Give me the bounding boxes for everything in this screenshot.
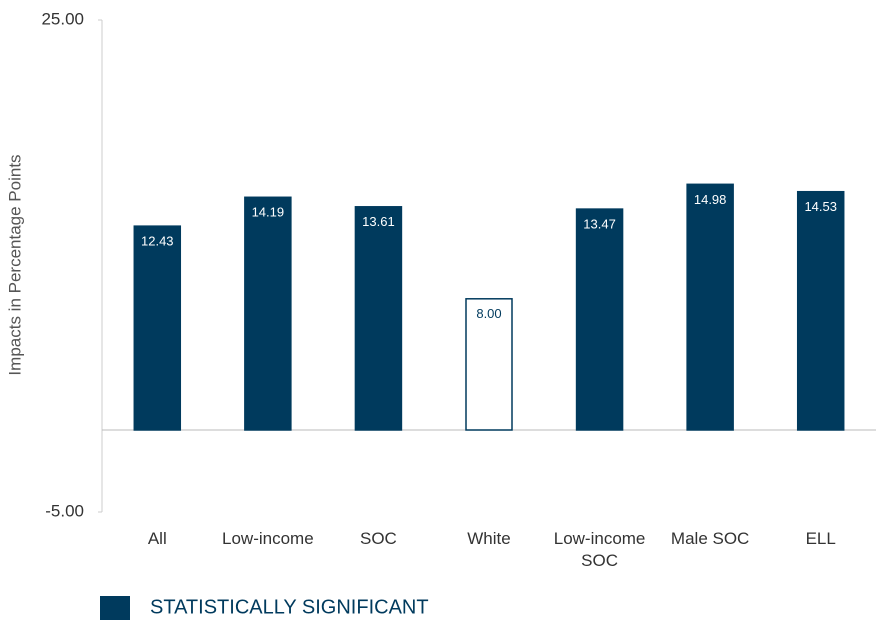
y-tick-label: 25.00 (41, 9, 84, 28)
bar (465, 298, 513, 431)
data-label: 14.98 (694, 192, 727, 207)
x-tick-label: Male SOC (670, 529, 750, 548)
data-label: 13.47 (583, 217, 616, 232)
data-label: 8.00 (476, 306, 501, 321)
data-label: 12.43 (141, 234, 174, 249)
bar (133, 225, 182, 431)
y-tick-label: -5.00 (45, 501, 84, 520)
data-label: 13.61 (362, 214, 395, 229)
x-tick-label: ELL (805, 529, 836, 548)
x-tick-label: SOC (360, 529, 397, 548)
legend-swatch (100, 596, 130, 620)
x-tick-label: Low-income SOC (553, 529, 646, 570)
x-tick-label: White (467, 529, 511, 548)
bar (686, 183, 734, 431)
x-tick-label: Low-income (222, 529, 314, 548)
y-axis-label: Impacts in Percentage Points (5, 154, 24, 375)
bar (796, 190, 845, 431)
x-tick-label: All (147, 529, 167, 548)
data-label: 14.19 (252, 205, 285, 220)
bar (244, 196, 292, 431)
legend-label: STATISTICALLY SIGNIFICANT (150, 596, 429, 618)
bar (354, 206, 403, 431)
data-label: 14.53 (804, 199, 837, 214)
bar (575, 208, 624, 431)
